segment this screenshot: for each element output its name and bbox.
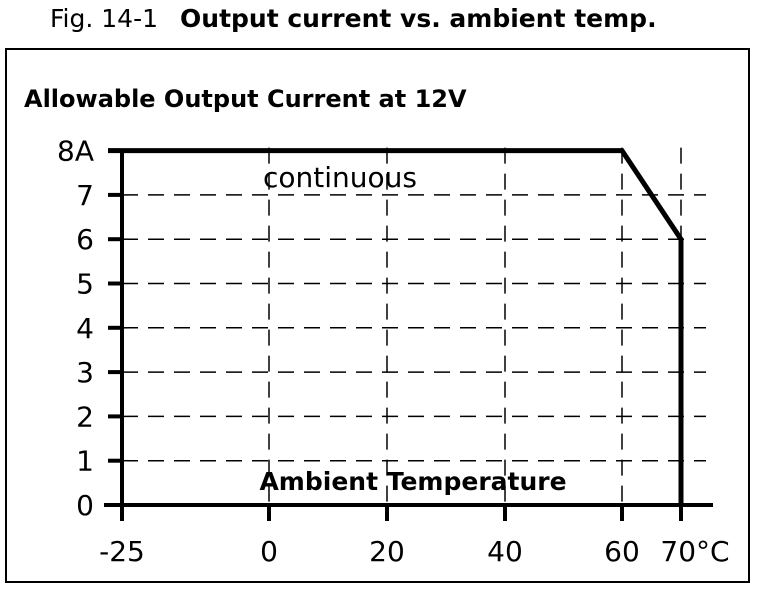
chart-frame — [5, 48, 750, 583]
x-tick-label: 60 — [604, 535, 640, 568]
y-tick-label: 3 — [76, 356, 94, 389]
figure-title: Fig. 14-1 Output current vs. ambient temp… — [50, 4, 657, 33]
x-tick-label: 70°C — [660, 535, 729, 568]
axes — [104, 148, 713, 521]
x-tick-label: -25 — [99, 535, 145, 568]
x-tick-label: 20 — [369, 535, 405, 568]
x-tick-label: 0 — [260, 535, 278, 568]
x-tick-label: 40 — [487, 535, 523, 568]
chart-title: Allowable Output Current at 12V — [24, 85, 467, 113]
y-tick-label: 1 — [76, 445, 94, 478]
annotation-continuous: continuous — [263, 161, 417, 194]
y-tick-label: 4 — [76, 312, 94, 345]
y-tick-label: 8A — [57, 135, 94, 168]
x-axis-label: Ambient Temperature — [259, 467, 566, 496]
derating-curve — [122, 148, 684, 505]
figure-caption: Output current vs. ambient temp. — [180, 4, 657, 33]
series — [108, 148, 684, 505]
grid — [122, 147, 706, 505]
y-tick-label: 7 — [76, 179, 94, 212]
figure-number: Fig. 14-1 — [50, 4, 159, 33]
y-tick-label: 0 — [76, 489, 94, 522]
y-tick-label: 2 — [76, 400, 94, 433]
y-tick-label: 6 — [76, 223, 94, 256]
y-tick-label: 5 — [76, 268, 94, 301]
